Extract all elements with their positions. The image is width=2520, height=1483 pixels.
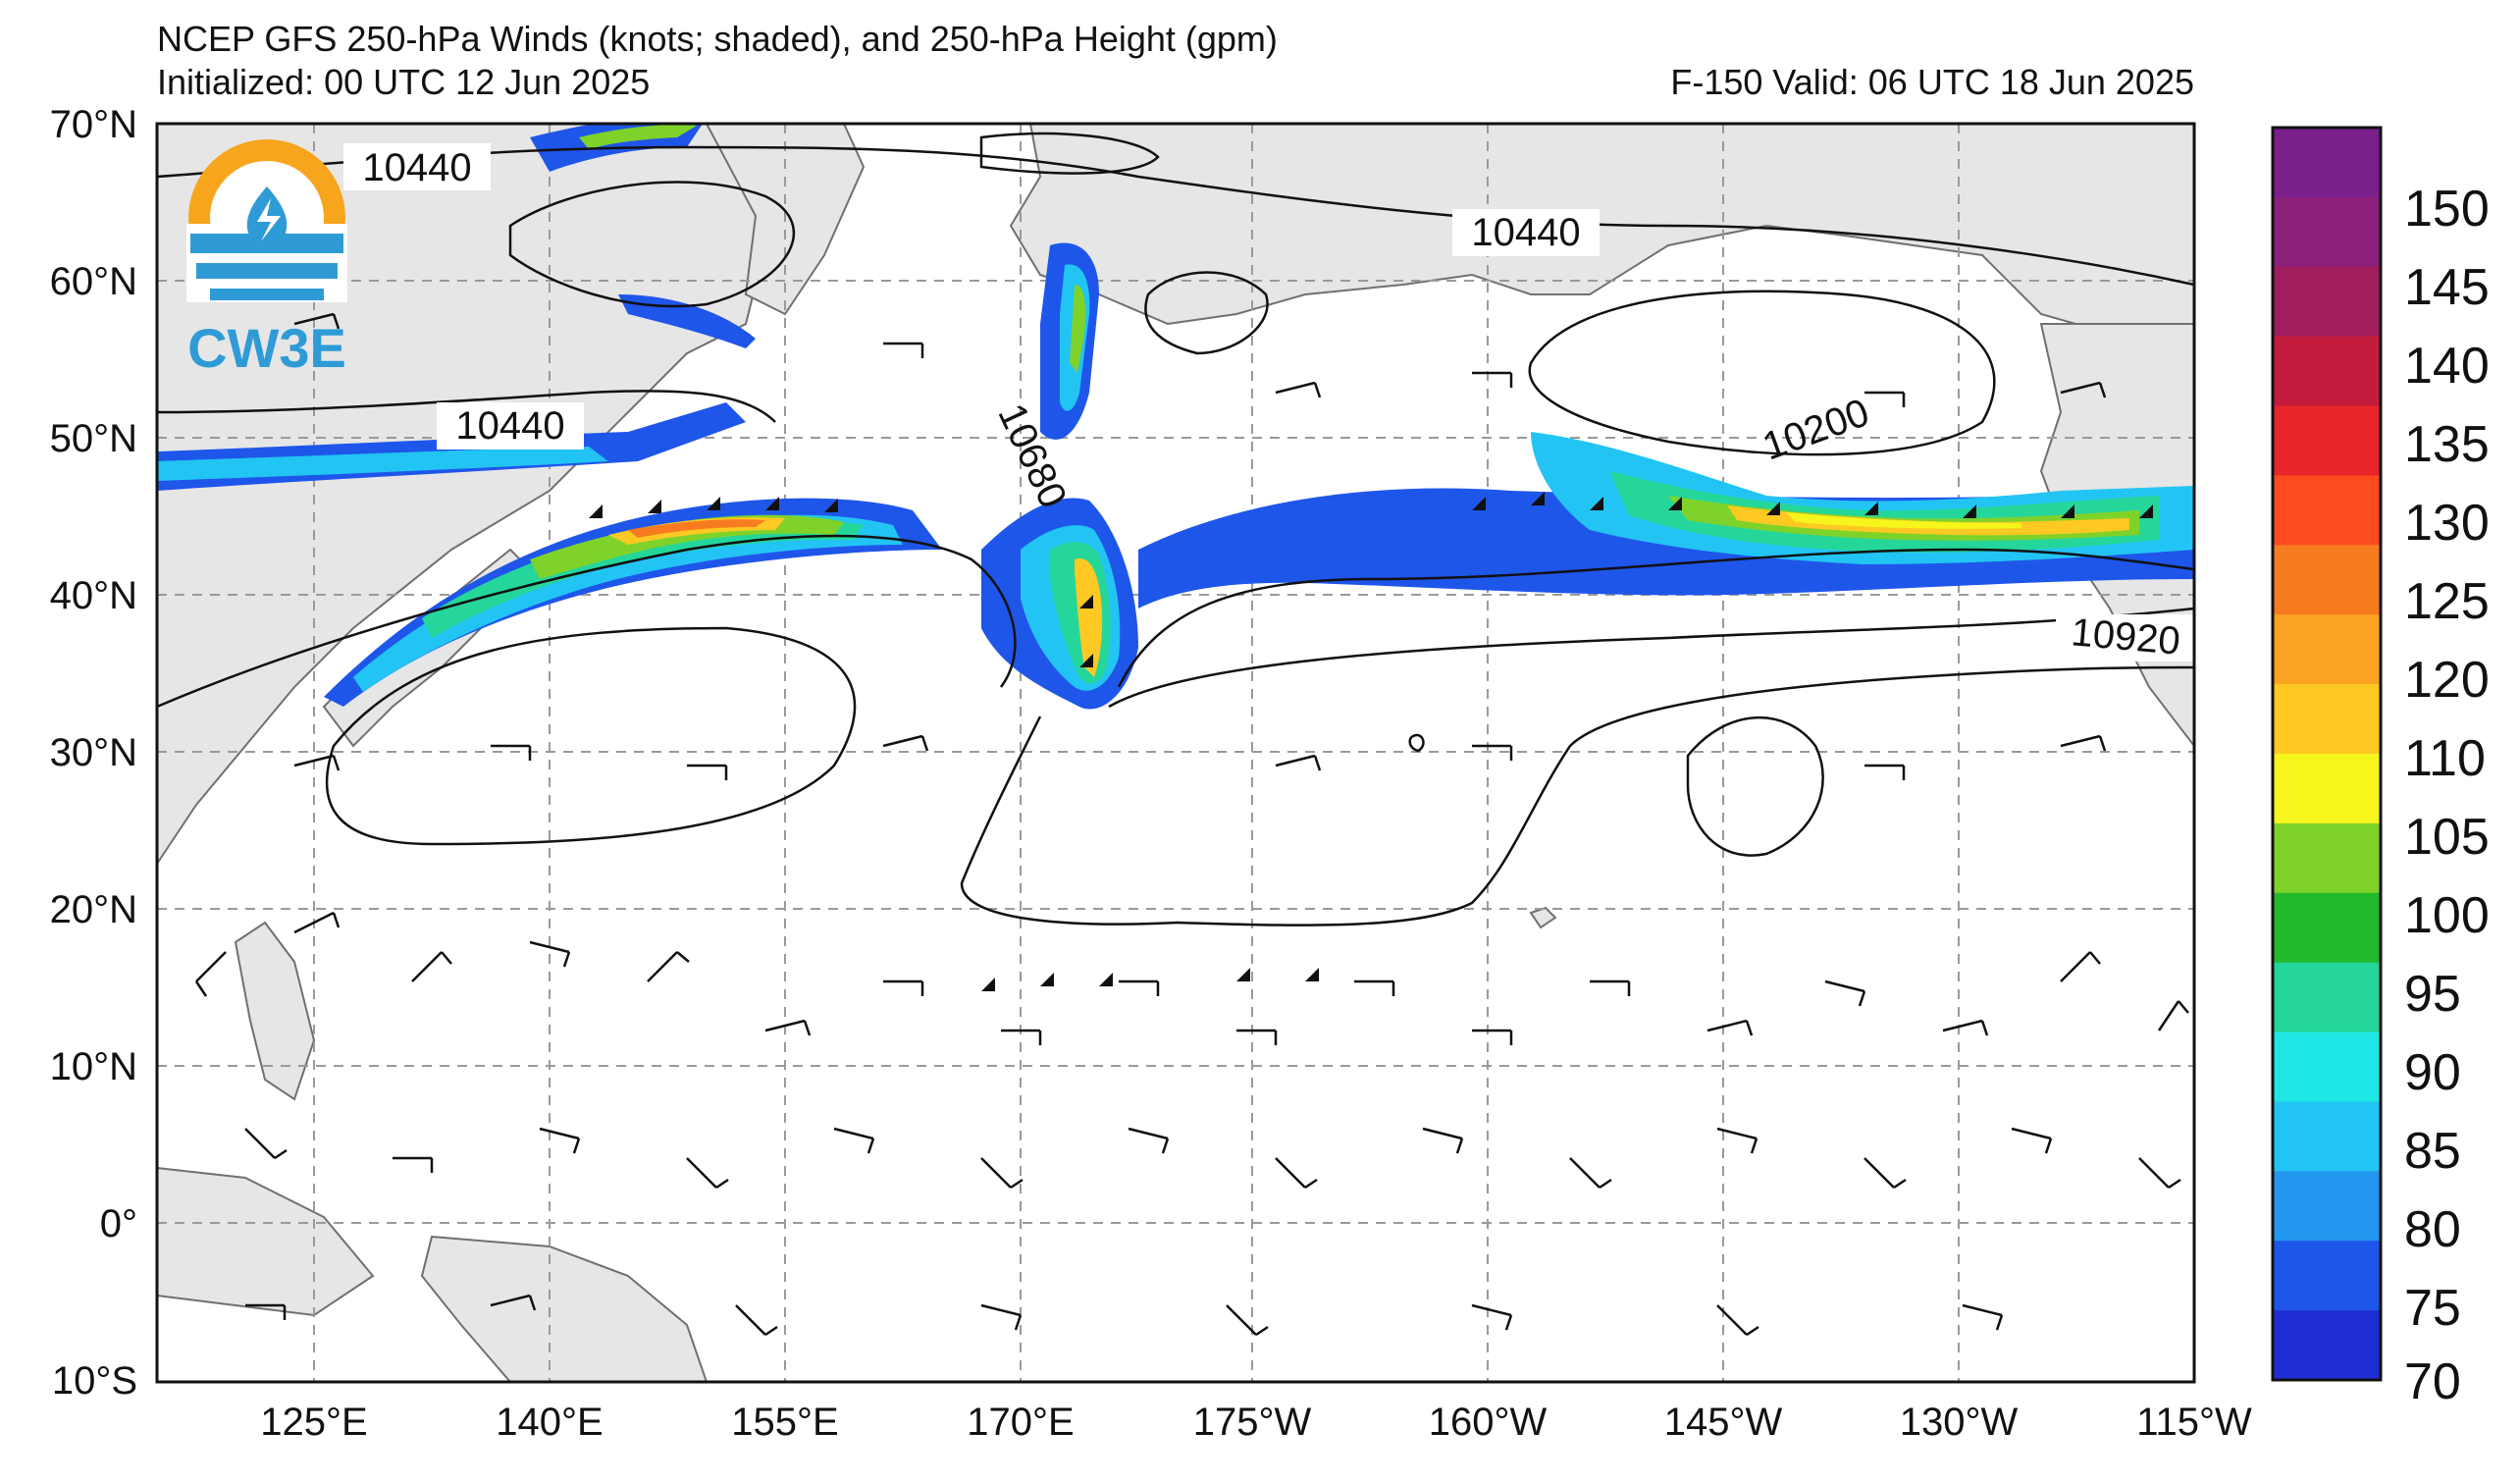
colorbar-segment (2273, 754, 2381, 824)
colorbar-tick: 110 (2404, 730, 2486, 787)
colorbar-tick: 90 (2404, 1044, 2461, 1101)
contour-label: 10920 (2070, 610, 2182, 663)
lat-label: 60°N (50, 260, 137, 303)
lon-label: 160°W (1429, 1401, 1548, 1444)
colorbar-segment (2273, 1310, 2381, 1381)
colorbar-tick: 150 (2404, 181, 2490, 238)
colorbar-tick: 105 (2404, 809, 2490, 866)
lon-label: 115°W (2136, 1401, 2252, 1444)
colorbar-tick: 135 (2404, 416, 2490, 473)
contour-label: 10440 (455, 404, 564, 448)
colorbar-segments (2273, 128, 2381, 1381)
colorbar-segment (2273, 336, 2381, 407)
lon-label: 155°E (731, 1401, 838, 1444)
colorbar-segment (2273, 1101, 2381, 1172)
lat-label: 30°N (50, 731, 137, 774)
wind-pennants (589, 492, 2153, 991)
colorbar: 150 145 140 135 130 125 120 110 105 100 … (2271, 126, 2490, 1410)
colorbar-ticks: 150 145 140 135 130 125 120 110 105 100 … (2404, 181, 2490, 1410)
colorbar-segment (2273, 475, 2381, 546)
lat-label: 20°N (50, 888, 137, 931)
map-title: NCEP GFS 250-hPa Winds (knots; shaded), … (157, 19, 1278, 59)
map-area: 10440 10440 10440 10680 10200 10920 (157, 124, 2194, 1382)
lon-labels: 125°E 140°E 155°E 170°E 175°W 160°W 145°… (260, 1401, 2252, 1444)
colorbar-tick: 80 (2404, 1201, 2461, 1258)
logo-text: CW3E (187, 317, 346, 379)
colorbar-tick: 120 (2404, 652, 2490, 709)
colorbar-segment (2273, 684, 2381, 755)
colorbar-tick: 125 (2404, 573, 2490, 630)
colorbar-segment (2273, 892, 2381, 964)
lat-labels: 70°N 60°N 50°N 40°N 30°N 20°N 10°N 0° 10… (50, 103, 137, 1403)
lon-label: 175°W (1193, 1401, 1312, 1444)
cw3e-logo-icon: CW3E (186, 139, 347, 379)
colorbar-segment (2273, 1032, 2381, 1102)
colorbar-segment (2273, 822, 2381, 894)
colorbar-tick: 75 (2404, 1280, 2461, 1337)
colorbar-segment (2273, 1171, 2381, 1242)
colorbar-segment (2273, 614, 2381, 685)
valid-time: F-150 Valid: 06 UTC 18 Jun 2025 (1670, 62, 2194, 102)
colorbar-tick: 140 (2404, 338, 2490, 395)
colorbar-segment (2273, 545, 2381, 615)
height-contours (157, 132, 2194, 927)
colorbar-tick: 145 (2404, 259, 2490, 316)
lat-label: 50°N (50, 417, 137, 460)
colorbar-segment (2273, 266, 2381, 338)
wind-barbs (194, 312, 2189, 1337)
colorbar-segment (2273, 196, 2381, 268)
colorbar-segment (2273, 962, 2381, 1033)
init-time: Initialized: 00 UTC 12 Jun 2025 (157, 62, 650, 102)
lat-label: 10°N (50, 1045, 137, 1088)
colorbar-segment (2273, 405, 2381, 476)
colorbar-tick: 85 (2404, 1123, 2461, 1180)
contour-label: 10440 (1471, 211, 1580, 254)
lat-label: 70°N (50, 103, 137, 146)
lon-label: 125°E (260, 1401, 367, 1444)
lon-label: 170°E (967, 1401, 1074, 1444)
colorbar-segment (2273, 1241, 2381, 1311)
lon-label: 145°W (1664, 1401, 1783, 1444)
lon-label: 130°W (1900, 1401, 2019, 1444)
contour-label: 10440 (362, 146, 471, 189)
colorbar-segment (2273, 128, 2381, 198)
colorbar-tick: 100 (2404, 887, 2490, 944)
colorbar-tick: 95 (2404, 966, 2461, 1023)
colorbar-tick: 70 (2404, 1353, 2461, 1410)
map-frame (155, 122, 2196, 1384)
lat-label: 10°S (52, 1359, 137, 1403)
colorbar-tick: 130 (2404, 495, 2490, 552)
lat-label: 0° (100, 1202, 137, 1245)
colorbar-frame (2271, 126, 2383, 1382)
lon-label: 140°E (496, 1401, 603, 1444)
lat-label: 40°N (50, 574, 137, 617)
